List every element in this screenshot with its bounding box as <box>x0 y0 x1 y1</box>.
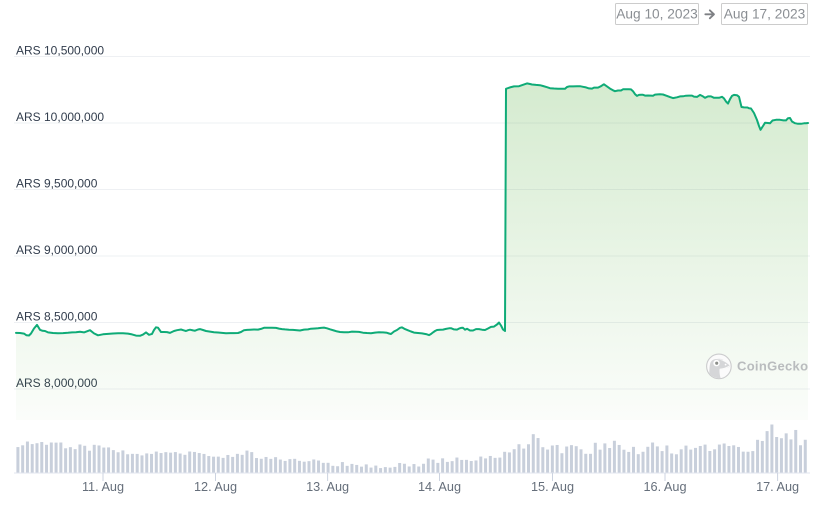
svg-text:14. Aug: 14. Aug <box>418 480 461 494</box>
svg-text:CoinGecko: CoinGecko <box>737 359 808 374</box>
svg-text:17. Aug: 17. Aug <box>756 480 799 494</box>
svg-text:13. Aug: 13. Aug <box>306 480 349 494</box>
svg-text:16. Aug: 16. Aug <box>643 480 686 494</box>
svg-text:12. Aug: 12. Aug <box>194 480 237 494</box>
svg-text:Aug 10, 2023: Aug 10, 2023 <box>616 7 698 22</box>
svg-text:11. Aug: 11. Aug <box>82 480 124 494</box>
svg-text:ARS 8,500,000: ARS 8,500,000 <box>16 310 98 324</box>
svg-text:ARS 9,000,000: ARS 9,000,000 <box>16 243 98 257</box>
svg-text:ARS 9,500,000: ARS 9,500,000 <box>16 177 98 191</box>
svg-text:Aug 17, 2023: Aug 17, 2023 <box>724 7 806 22</box>
svg-text:15. Aug: 15. Aug <box>531 480 574 494</box>
svg-text:ARS 10,000,000: ARS 10,000,000 <box>16 110 104 124</box>
svg-text:ARS 10,500,000: ARS 10,500,000 <box>16 44 104 58</box>
